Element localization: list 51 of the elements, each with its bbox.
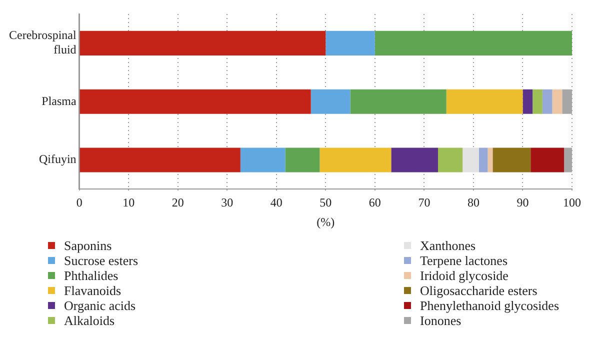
legend-label: Organic acids [64, 298, 136, 314]
x-tick-label: 70 [418, 196, 430, 210]
bar [80, 89, 311, 114]
x-tick-label: 100 [563, 196, 581, 210]
x-tick-label: 80 [467, 196, 480, 210]
bar [80, 148, 240, 172]
x-tick-label: 30 [221, 196, 234, 210]
bar [562, 89, 572, 114]
bar [488, 148, 493, 172]
bar [532, 89, 542, 114]
legend-label: Terpene lactones [420, 252, 508, 268]
bar [374, 30, 572, 56]
bar [552, 89, 562, 114]
legend-label: Oligosaccharide esters [420, 282, 538, 298]
x-tick-label: 20 [172, 196, 184, 210]
legend-label: Alkaloids [64, 312, 115, 328]
x-tick-label: 40 [270, 196, 282, 210]
x-tick-label: 0 [76, 196, 82, 210]
bar [310, 89, 350, 114]
bar [350, 89, 446, 114]
bar [240, 148, 286, 172]
bar [522, 89, 533, 114]
bar [564, 148, 572, 172]
bar [285, 148, 320, 172]
legend-label: Ionones [420, 312, 462, 328]
bar [542, 89, 552, 114]
y-tick-label: Plasma [42, 94, 77, 108]
bar [492, 148, 531, 172]
y-tick-label: Qifuyin [38, 152, 76, 166]
legend-label: Flavanoids [64, 282, 122, 298]
legend-label: Iridoid glycoside [420, 268, 508, 284]
x-tick-label: 60 [368, 196, 381, 210]
bar [438, 148, 463, 172]
bar [446, 89, 523, 114]
y-tick-label: Cerebrospinal fluid [9, 28, 77, 57]
bar [391, 148, 438, 172]
x-tick-label: 90 [516, 196, 529, 210]
bar [530, 148, 564, 172]
bar [326, 30, 375, 56]
bar [320, 148, 392, 172]
bar [462, 148, 479, 172]
legend-label: Phenylethanoid glycosides [420, 298, 560, 314]
x-axis-title: (%) [316, 214, 335, 229]
x-tick-label: 10 [122, 196, 135, 210]
legend-label: Phthalides [64, 268, 118, 284]
bar [478, 148, 488, 172]
legend-label: Saponins [64, 238, 112, 254]
bar [80, 30, 326, 56]
legend-label: Sucrose esters [64, 252, 138, 268]
x-tick-label: 50 [320, 196, 332, 210]
legend-label: Xanthones [420, 238, 476, 254]
